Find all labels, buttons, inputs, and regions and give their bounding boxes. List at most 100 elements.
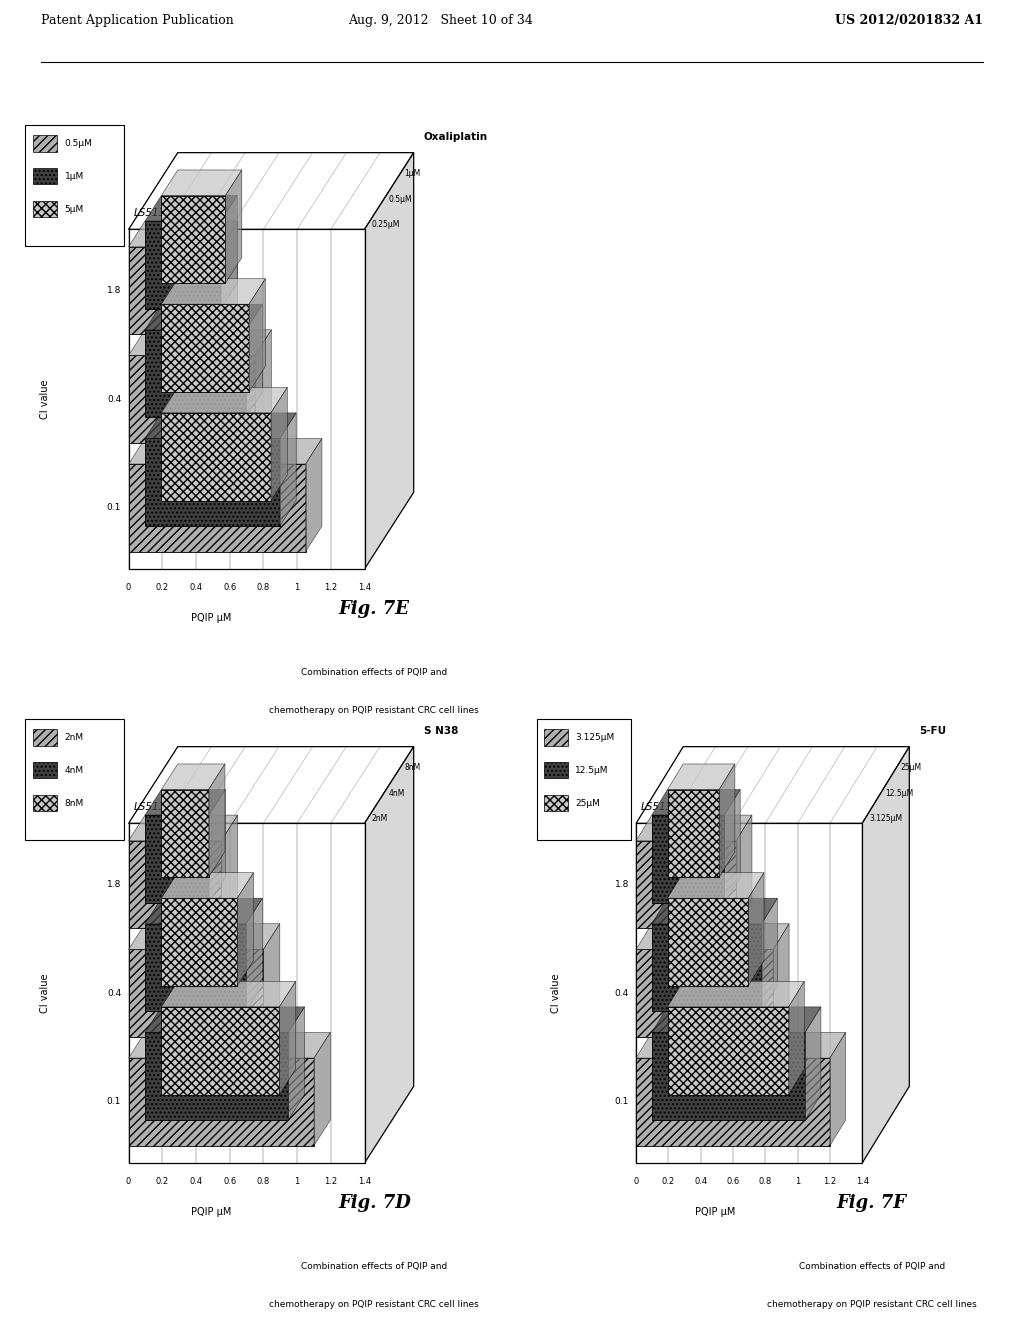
Polygon shape <box>162 279 265 304</box>
Bar <box>652 924 762 1011</box>
Polygon shape <box>668 764 735 789</box>
Text: LS513: LS513 <box>133 209 166 218</box>
Bar <box>145 1032 288 1121</box>
Polygon shape <box>162 764 225 789</box>
Text: Combination effects of PQIP and: Combination effects of PQIP and <box>301 1262 447 1271</box>
Text: Fig. 7E: Fig. 7E <box>339 601 410 618</box>
Text: 1.8: 1.8 <box>614 880 629 888</box>
Text: 1: 1 <box>795 1176 800 1185</box>
Bar <box>668 1007 788 1094</box>
Text: PQIP μM: PQIP μM <box>191 1206 231 1217</box>
Text: chemotherapy on PQIP resistant CRC cell lines: chemotherapy on PQIP resistant CRC cell … <box>269 1300 479 1309</box>
Bar <box>545 795 567 812</box>
Polygon shape <box>129 814 238 841</box>
Polygon shape <box>652 1007 821 1032</box>
Polygon shape <box>129 747 414 824</box>
Text: PQIP μM: PQIP μM <box>191 612 231 623</box>
Polygon shape <box>162 170 242 195</box>
Text: 2nM: 2nM <box>65 733 84 742</box>
Polygon shape <box>805 1007 821 1121</box>
Text: 25μM: 25μM <box>574 799 600 808</box>
Bar <box>162 304 249 392</box>
Polygon shape <box>129 1032 331 1059</box>
Polygon shape <box>636 814 752 841</box>
Text: Combination effects of PQIP and: Combination effects of PQIP and <box>799 1262 945 1271</box>
Text: chemotherapy on PQIP resistant CRC cell lines: chemotherapy on PQIP resistant CRC cell … <box>767 1300 977 1309</box>
Polygon shape <box>145 1007 304 1032</box>
Polygon shape <box>652 898 777 924</box>
Bar <box>545 729 567 746</box>
Polygon shape <box>652 789 740 814</box>
Bar <box>129 465 305 552</box>
Bar <box>145 220 221 309</box>
Polygon shape <box>636 747 909 824</box>
Text: 5μM: 5μM <box>65 205 84 214</box>
Text: 0: 0 <box>126 582 131 591</box>
Polygon shape <box>129 924 280 949</box>
Polygon shape <box>145 195 238 220</box>
Text: chemotherapy on PQIP resistant CRC cell lines: chemotherapy on PQIP resistant CRC cell … <box>269 706 479 715</box>
Polygon shape <box>762 898 777 1011</box>
Text: 0.4: 0.4 <box>189 1176 203 1185</box>
Text: 25μM: 25μM <box>901 763 922 772</box>
Polygon shape <box>280 413 296 527</box>
Bar <box>33 135 57 152</box>
Text: 12.5μM: 12.5μM <box>885 789 913 797</box>
Bar <box>26 125 124 246</box>
Text: 0.4: 0.4 <box>106 395 121 404</box>
Text: 0.5μM: 0.5μM <box>388 195 412 203</box>
Polygon shape <box>719 764 735 878</box>
Polygon shape <box>255 330 271 444</box>
Bar <box>129 355 255 444</box>
Text: 2nM: 2nM <box>372 814 388 824</box>
Polygon shape <box>162 387 288 413</box>
Bar <box>145 814 209 903</box>
Polygon shape <box>305 438 322 552</box>
Polygon shape <box>788 981 804 1094</box>
Polygon shape <box>209 789 225 903</box>
Bar <box>652 814 725 903</box>
Polygon shape <box>145 898 262 924</box>
Bar <box>33 168 57 185</box>
Polygon shape <box>636 1032 846 1059</box>
Text: 0.1: 0.1 <box>106 503 121 512</box>
Text: CI value: CI value <box>551 973 561 1012</box>
Polygon shape <box>129 220 238 247</box>
Bar <box>636 824 862 1163</box>
Bar <box>538 719 632 840</box>
Text: 0.8: 0.8 <box>257 582 270 591</box>
Bar <box>162 195 225 284</box>
Polygon shape <box>314 1032 331 1146</box>
Text: 1.4: 1.4 <box>358 582 371 591</box>
Bar <box>145 330 246 417</box>
Text: 12.5μM: 12.5μM <box>574 766 608 775</box>
Polygon shape <box>365 747 414 1163</box>
Polygon shape <box>238 873 254 986</box>
Text: 0.4: 0.4 <box>614 989 629 998</box>
Bar <box>129 824 365 1163</box>
Text: 3.125μM: 3.125μM <box>574 733 614 742</box>
Text: CI value: CI value <box>40 973 50 1012</box>
Polygon shape <box>736 814 752 928</box>
Text: 0.8: 0.8 <box>759 1176 772 1185</box>
Bar <box>545 762 567 779</box>
Text: 0.6: 0.6 <box>223 1176 237 1185</box>
Polygon shape <box>725 789 740 903</box>
Text: 0.2: 0.2 <box>662 1176 675 1185</box>
Text: LS513: LS513 <box>133 803 166 812</box>
Text: 0.8: 0.8 <box>257 1176 270 1185</box>
Bar <box>33 762 57 779</box>
Text: 0.5μM: 0.5μM <box>65 139 92 148</box>
Text: CI value: CI value <box>40 379 50 418</box>
Text: 1: 1 <box>295 582 300 591</box>
Text: Oxaliplatin: Oxaliplatin <box>424 132 487 141</box>
Text: 0.4: 0.4 <box>189 582 203 591</box>
Polygon shape <box>636 924 790 949</box>
Text: 1.8: 1.8 <box>106 880 121 888</box>
Text: 0.6: 0.6 <box>726 1176 739 1185</box>
Text: 1.8: 1.8 <box>106 286 121 294</box>
Text: 0.4: 0.4 <box>106 989 121 998</box>
Polygon shape <box>145 413 296 438</box>
Bar <box>129 841 221 928</box>
Bar <box>636 949 773 1038</box>
